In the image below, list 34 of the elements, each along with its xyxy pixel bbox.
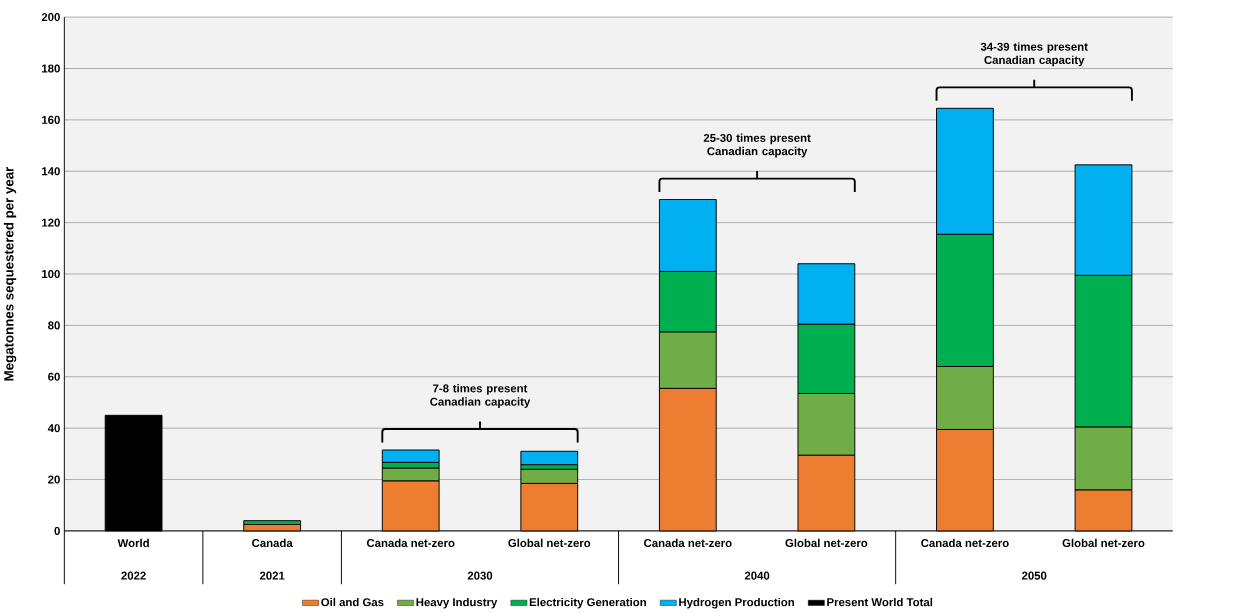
x-tick-label: Canada net-zero [366,538,455,548]
text: 2050 [1021,571,1047,580]
x-tick-label: Global net-zero [1062,538,1145,548]
text: 2030 [467,571,493,580]
y-tick-label: 100 [42,270,60,279]
y-tick-label: 0 [54,527,60,536]
annotation: 34-39 times present Canadian capacity [980,42,1088,67]
y-tick-label: 40 [47,424,60,433]
x-tick-label: Canada net-zero [644,538,732,548]
y-tick-label: 120 [42,218,60,227]
y-tick-label: 180 [42,64,60,73]
y-tick-label: 80 [48,321,60,330]
y-tick-label: 140 [42,167,60,176]
annotation: 25-30 times present Canadian capacity [703,133,811,158]
legend-label: Oil and Gas [321,598,384,607]
x-tick-label: World [117,538,149,548]
y-tick-label: 200 [41,13,60,22]
x-tick-label: Global net-zero [508,538,591,548]
y-tick-label: 20 [48,475,60,484]
bar [520,450,579,466]
y-tick-label: 60 [48,372,60,381]
legend-label: Electricity Generation [529,598,646,609]
annotation: 7-8 times present Canadian capacity [430,384,531,409]
y-axis-title: Megatonnes sequestered per year [3,167,17,381]
x-tick-label: Canada [252,538,293,548]
text: 2021 [259,571,285,580]
x-tick-label: Global net-zero [785,538,868,548]
legend-label: Hydrogen Production [679,598,795,609]
legend-label: Heavy Industry [416,598,498,609]
text: 2022 [121,571,146,580]
text: 2040 [744,571,770,580]
y-tick-label: 160 [42,115,60,125]
legend-label: Present World Total [827,598,933,607]
x-tick-label: Canada net-zero [921,538,1009,548]
